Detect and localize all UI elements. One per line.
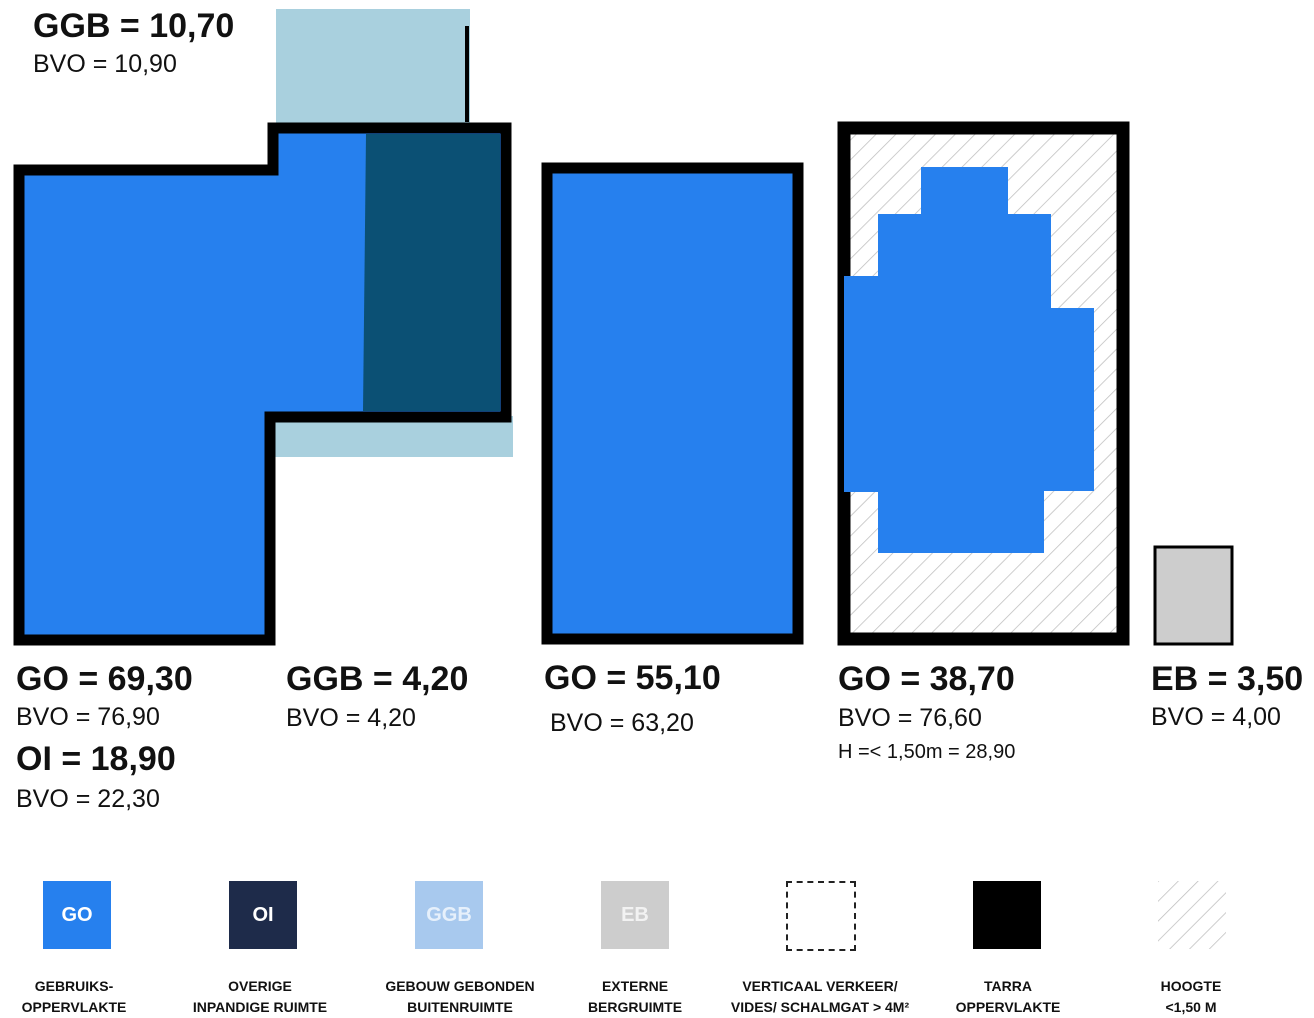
legend-oi-swatch: OI [229, 881, 297, 949]
ggb-top-bvo: BVO = 10,90 [33, 50, 177, 78]
ggb-heading-bottom: GGB = 4,20 [286, 660, 469, 698]
oi-bvo: BVO = 22,30 [16, 785, 160, 813]
floor-plan-diagram [13, 9, 1234, 646]
legend-ggb-swatch: GGB [415, 881, 483, 949]
ggb-bvo-bottom: BVO = 4,20 [286, 704, 416, 732]
eb-storage [1153, 545, 1234, 646]
go-bvo-block-1: BVO = 76,90 [16, 703, 160, 731]
legend-height-label: HOOGTE <1,50 M [1091, 976, 1291, 1018]
height-note: H =< 1,50m = 28,90 [838, 741, 1016, 763]
legend-height-line1: HOOGTE [1160, 978, 1222, 994]
legend-tarra-line1: TARRA [984, 978, 1032, 994]
legend-eb-line2: BERGRUIMTE [587, 999, 683, 1015]
legend-vertical-traffic-line2: VIDES/ SCHALMGAT > 4M² [730, 999, 910, 1015]
oi-area [363, 134, 500, 411]
ggb-balcony-top [276, 9, 470, 127]
legend-ggb-label: GEBOUW GEBONDEN BUITENRUIMTE [360, 976, 560, 1018]
legend-oi-code: OI [252, 903, 274, 926]
legend-eb-swatch: EB [601, 881, 669, 949]
legend-eb-label: EXTERNE BERGRUIMTE [535, 976, 735, 1018]
legend-go-line1: GEBRUIKS- [34, 978, 114, 994]
legend-vertical-traffic-swatch [786, 881, 856, 951]
go-heading-block-1: GO = 69,30 [16, 660, 193, 698]
legend-go-line2: OPPERVLAKTE [21, 999, 127, 1015]
go-area-block-3 [844, 167, 1094, 553]
ggb-top-heading: GGB = 10,70 [33, 7, 235, 45]
legend-go-label: GEBRUIKS- OPPERVLAKTE [0, 976, 174, 1018]
eb-bvo: BVO = 4,00 [1151, 703, 1281, 731]
legend-ggb-line1: GEBOUW GEBONDEN [385, 978, 535, 994]
legend-go-code: GO [61, 903, 93, 926]
go-heading-block-3: GO = 38,70 [838, 660, 1015, 698]
legend-height-line2: <1,50 M [1165, 999, 1217, 1015]
legend-vertical-traffic-label: VERTICAAL VERKEER/ VIDES/ SCHALMGAT > 4M… [720, 976, 920, 1018]
oi-heading: OI = 18,90 [16, 740, 176, 778]
legend-tarra-line2: OPPERVLAKTE [955, 999, 1061, 1015]
legend-vertical-traffic-line1: VERTICAAL VERKEER/ [742, 978, 898, 994]
legend-ggb-line2: BUITENRUIMTE [407, 999, 513, 1015]
go-bvo-block-2: BVO = 63,20 [550, 709, 694, 737]
legend-tarra-label: TARRA OPPERVLAKTE [908, 976, 1108, 1018]
legend-go-swatch: GO [43, 881, 111, 949]
go-area-block-2 [541, 162, 804, 645]
eb-heading: EB = 3,50 [1151, 660, 1304, 698]
legend-height-swatch [1158, 881, 1226, 949]
ggb-balcony-bottom [270, 416, 513, 457]
legend-oi-line1: OVERIGE [228, 978, 292, 994]
legend-eb-line1: EXTERNE [601, 978, 669, 994]
legend-eb-code: EB [621, 903, 649, 926]
go-heading-block-2: GO = 55,10 [544, 659, 721, 697]
legend-oi-line2: INPANDIGE RUIMTE [192, 999, 328, 1015]
go-bvo-block-3: BVO = 76,60 [838, 704, 982, 732]
legend-ggb-code: GGB [426, 903, 472, 926]
legend-tarra-swatch [973, 881, 1041, 949]
legend-oi-label: OVERIGE INPANDIGE RUIMTE [160, 976, 360, 1018]
